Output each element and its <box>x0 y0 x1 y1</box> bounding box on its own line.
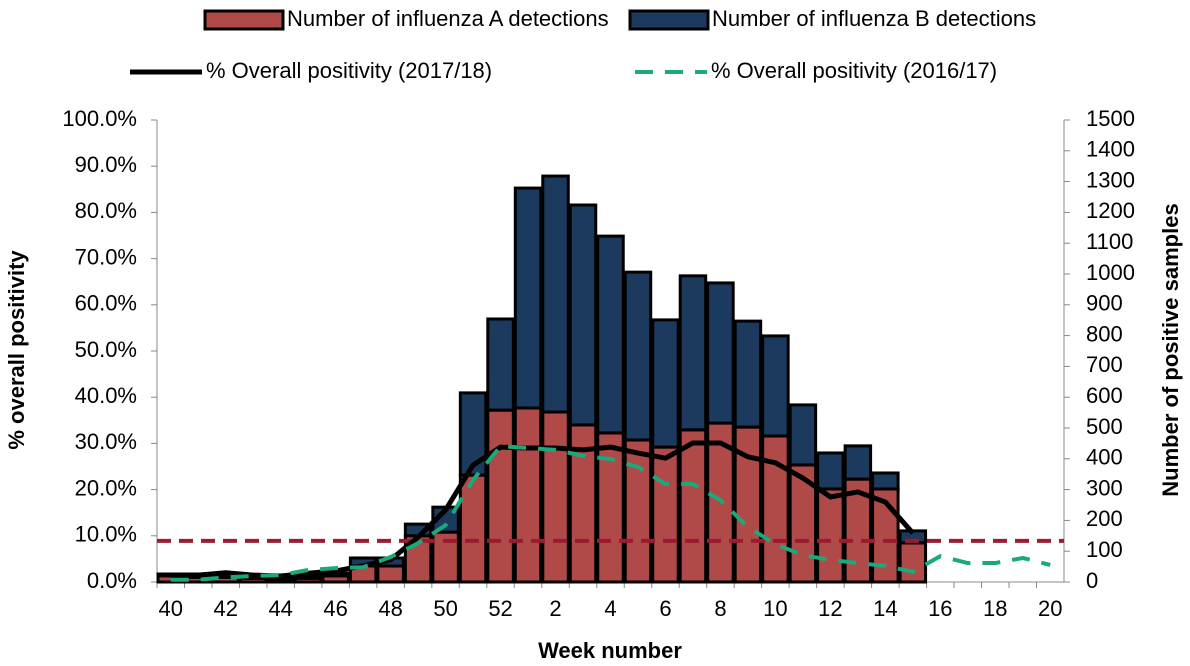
y2-tick-label: 900 <box>1086 291 1123 316</box>
x-tick-label: 16 <box>928 596 952 621</box>
y-tick-label: 50.0% <box>75 337 137 362</box>
y2-tick-label: 1300 <box>1086 167 1135 192</box>
bar <box>678 274 708 432</box>
bar <box>898 541 928 584</box>
y2-tick-label: 500 <box>1086 414 1123 439</box>
y-tick-label: 10.0% <box>75 522 137 547</box>
bar <box>623 270 653 442</box>
legend-swatch <box>628 9 710 31</box>
x-tick-label: 44 <box>268 596 292 621</box>
y2-tick-label: 1400 <box>1086 137 1135 162</box>
legend-swatch <box>203 9 285 31</box>
legend-label: % Overall positivity (2016/17) <box>711 58 997 83</box>
bar <box>458 473 488 584</box>
x-tick-label: 48 <box>378 596 402 621</box>
x-tick-label: 40 <box>159 596 183 621</box>
bar <box>761 334 790 438</box>
y2-tick-label: 700 <box>1086 352 1123 377</box>
y-tick-label: 60.0% <box>75 291 137 316</box>
bar <box>678 428 708 584</box>
y-tick-label: 20.0% <box>75 475 137 500</box>
x-tick-label: 6 <box>659 596 671 621</box>
y2-tick-label: 200 <box>1086 506 1123 531</box>
x-tick-label: 20 <box>1038 596 1062 621</box>
y2-tick-label: 1200 <box>1086 198 1135 223</box>
bar <box>816 487 845 584</box>
y-tick-label: 0.0% <box>87 568 137 593</box>
y-tick-label: 70.0% <box>75 244 137 269</box>
y2-tick-label: 800 <box>1086 321 1123 346</box>
line <box>170 444 1051 582</box>
bar <box>871 471 900 491</box>
x-tick-label: 52 <box>488 596 512 621</box>
y2-axis-title: Number of positive samples <box>1158 203 1183 496</box>
y-tick-label: 40.0% <box>75 383 137 408</box>
y-tick-label: 80.0% <box>75 198 137 223</box>
y-tick-label: 90.0% <box>75 152 137 177</box>
bar <box>376 564 405 584</box>
bar <box>623 438 653 584</box>
y2-tick-label: 400 <box>1086 445 1123 470</box>
x-tick-label: 46 <box>323 596 347 621</box>
y2-tick-label: 600 <box>1086 383 1123 408</box>
y2-tick-label: 1500 <box>1086 106 1135 131</box>
y2-tick-label: 100 <box>1086 537 1123 562</box>
bar <box>513 406 543 584</box>
x-tick-label: 10 <box>763 596 787 621</box>
bar <box>651 445 680 584</box>
x-tick-label: 42 <box>213 596 237 621</box>
bar <box>761 434 790 584</box>
bar <box>541 174 570 414</box>
bar <box>541 410 570 584</box>
y2-tick-label: 300 <box>1086 475 1123 500</box>
bar <box>293 574 323 580</box>
legend-label: % Overall positivity (2017/18) <box>206 58 492 83</box>
legend-label: Number of influenza A detections <box>287 6 609 31</box>
bar <box>788 403 818 467</box>
x-tick-label: 50 <box>433 596 457 621</box>
bar <box>843 444 873 481</box>
x-tick-label: 14 <box>873 596 897 621</box>
bar <box>486 317 515 412</box>
bar <box>486 408 515 584</box>
x-tick-label: 12 <box>818 596 842 621</box>
bar <box>568 203 598 427</box>
y2-tick-label: 1100 <box>1086 229 1133 254</box>
x-tick-label: 2 <box>549 596 561 621</box>
x-tick-label: 4 <box>604 596 616 621</box>
bar <box>706 281 735 425</box>
x-axis-title: Week number <box>538 638 682 663</box>
y2-tick-label: 0 <box>1086 568 1098 593</box>
bar <box>816 451 845 491</box>
bar <box>651 318 680 449</box>
y-axis-title: % overall positivity <box>4 250 29 450</box>
y-tick-label: 30.0% <box>75 429 137 454</box>
x-tick-label: 8 <box>714 596 726 621</box>
legend-label: Number of influenza B detections <box>712 6 1036 31</box>
y2-tick-label: 1000 <box>1086 260 1135 285</box>
x-tick-label: 18 <box>983 596 1007 621</box>
y-tick-label: 100.0% <box>62 106 137 131</box>
bar <box>733 319 763 429</box>
bar <box>596 234 625 435</box>
bar <box>513 186 543 410</box>
bar <box>596 431 625 584</box>
